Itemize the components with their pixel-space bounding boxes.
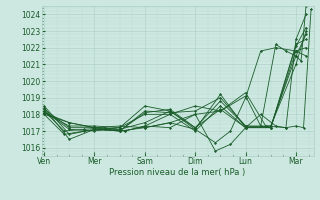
- X-axis label: Pression niveau de la mer( hPa ): Pression niveau de la mer( hPa ): [109, 168, 246, 177]
